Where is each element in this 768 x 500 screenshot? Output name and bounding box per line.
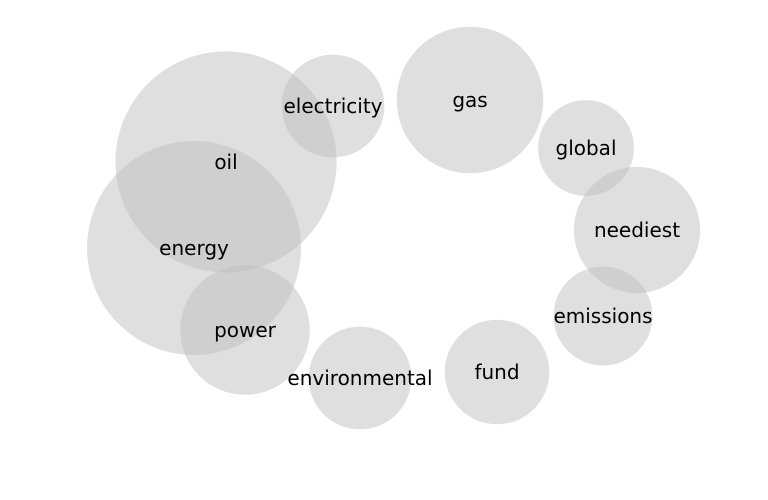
bubble-global [538, 100, 634, 196]
bubble-label-electricity: electricity [283, 94, 382, 118]
bubble-power [180, 265, 310, 395]
label-layer: oil energy gas power neediest electricity envi… [159, 88, 680, 390]
bubble-label-environmental: environmental [287, 366, 432, 390]
bubble-label-global: global [556, 136, 617, 160]
bubble-fund [444, 319, 550, 425]
bubble-label-gas: gas [452, 88, 487, 112]
bubble-label-emissions: emissions [553, 304, 652, 328]
bubble-label-neediest: neediest [594, 218, 680, 242]
bubble-label-energy: energy [159, 236, 229, 260]
bubble-neediest [573, 166, 701, 294]
bubble-emissions [553, 266, 653, 366]
bubble-label-oil: oil [214, 150, 237, 174]
bubble-gas [396, 26, 544, 174]
bubble-environmental [308, 326, 412, 430]
bubble-layer [87, 26, 701, 430]
bubble-label-fund: fund [474, 360, 519, 384]
bubble-label-power: power [214, 318, 277, 342]
bubble-electricity [281, 54, 385, 158]
